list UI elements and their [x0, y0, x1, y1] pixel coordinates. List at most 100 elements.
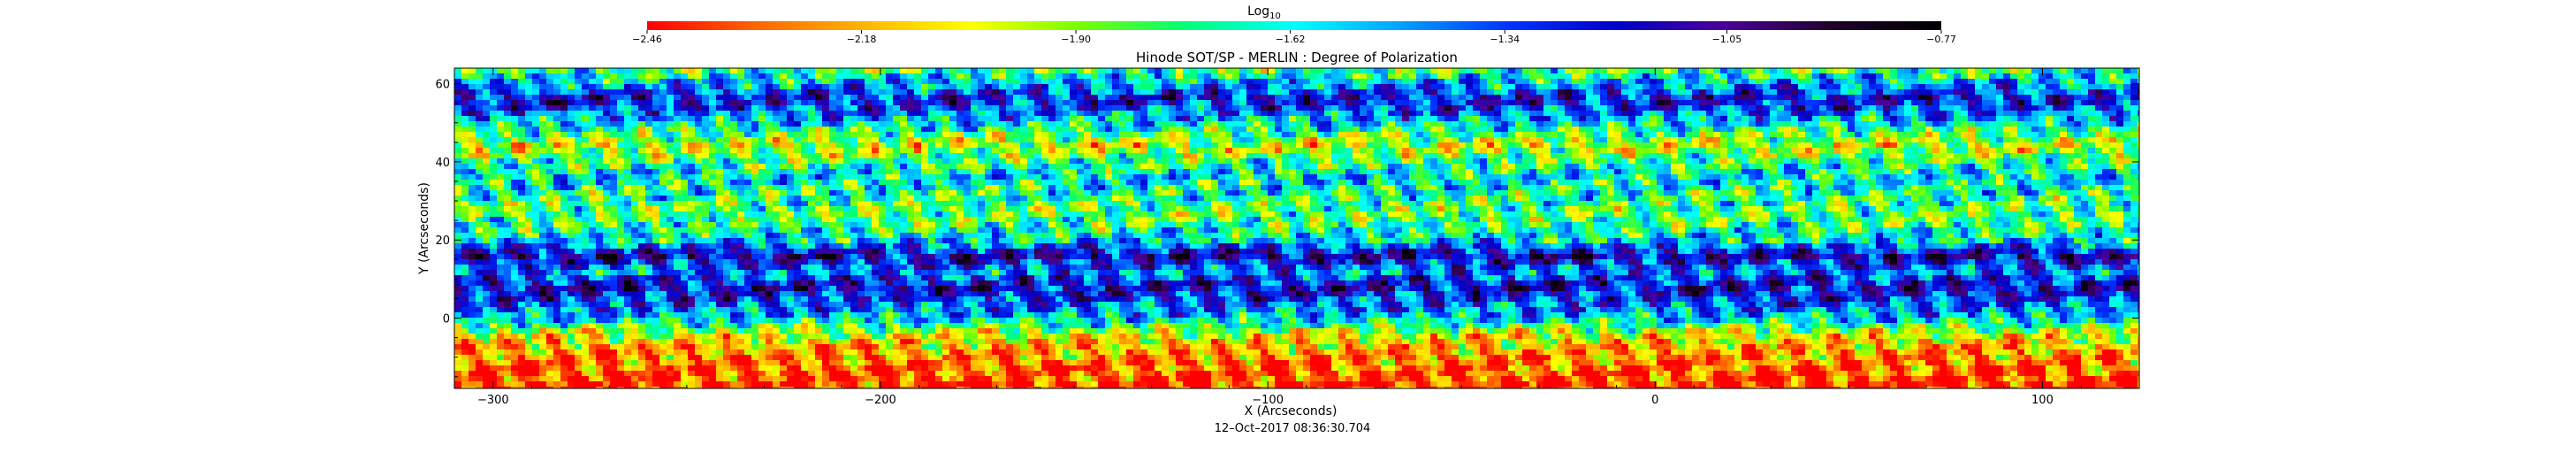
- heatmap-cell: [964, 95, 972, 101]
- heatmap-cell: [949, 142, 957, 149]
- heatmap-cell: [1883, 164, 1891, 170]
- heatmap-cell: [617, 148, 625, 154]
- heatmap-cell: [624, 127, 632, 133]
- heatmap-cell: [2017, 95, 2025, 101]
- heatmap-cell: [900, 84, 908, 90]
- heatmap-cell: [1176, 164, 1184, 170]
- heatmap-cell: [1254, 148, 1261, 154]
- heatmap-cell: [964, 174, 972, 180]
- heatmap-cell: [1642, 73, 1650, 80]
- heatmap-cell: [1374, 153, 1382, 159]
- heatmap-cell: [1664, 111, 1672, 117]
- heatmap-cell: [1041, 164, 1049, 170]
- heatmap-cell: [1805, 89, 1813, 96]
- heatmap-cell: [801, 127, 809, 133]
- heatmap-cell: [1890, 164, 1898, 170]
- heatmap-cell: [1763, 68, 1771, 74]
- heatmap-cell: [964, 116, 972, 122]
- heatmap-cell: [836, 73, 844, 80]
- heatmap-cell: [1741, 121, 1749, 127]
- heatmap-cell: [1657, 89, 1665, 96]
- heatmap-cell: [1685, 73, 1693, 80]
- heatmap-cell: [610, 100, 618, 106]
- heatmap-cell: [702, 153, 710, 159]
- heatmap-cell: [1494, 153, 1502, 159]
- heatmap-cell: [568, 105, 575, 111]
- heatmap-cell: [900, 111, 908, 117]
- heatmap-cell: [1367, 137, 1375, 143]
- heatmap-cell: [1551, 79, 1559, 85]
- heatmap-cell: [1536, 68, 1544, 74]
- heatmap-cell: [1466, 73, 1474, 80]
- heatmap-cell: [1671, 158, 1679, 165]
- heatmap-cell: [1784, 111, 1792, 117]
- heatmap-cell: [1063, 148, 1071, 154]
- heatmap-cell: [1091, 100, 1099, 106]
- heatmap-cell: [1275, 121, 1283, 127]
- heatmap-cell: [1551, 111, 1559, 117]
- heatmap-cell: [1056, 148, 1063, 154]
- heatmap-cell: [1169, 100, 1177, 106]
- heatmap-cell: [2123, 111, 2131, 117]
- heatmap-cell: [1211, 127, 1219, 133]
- heatmap-cell: [1232, 79, 1240, 85]
- heatmap-cell: [1119, 127, 1127, 133]
- heatmap-cell: [1565, 79, 1573, 85]
- heatmap-cell: [1084, 148, 1092, 154]
- heatmap-cell: [1169, 142, 1177, 149]
- heatmap-cell: [1975, 116, 1983, 122]
- heatmap-cell: [1565, 84, 1573, 90]
- heatmap-cell: [1841, 68, 1848, 74]
- heatmap-cell: [1494, 121, 1502, 127]
- heatmap-cell: [2081, 164, 2089, 170]
- heatmap-cell: [1961, 158, 1969, 165]
- heatmap-cell: [1848, 79, 1856, 85]
- heatmap-cell: [1642, 148, 1650, 154]
- heatmap-cell: [1770, 142, 1778, 149]
- heatmap-cell: [1190, 105, 1198, 111]
- heatmap-cell: [1784, 164, 1792, 170]
- heatmap-cell: [780, 137, 788, 143]
- heatmap-cell: [1826, 68, 1834, 74]
- heatmap-cell: [1642, 89, 1650, 96]
- heatmap-cell: [872, 84, 880, 90]
- heatmap-cell: [1487, 84, 1495, 90]
- heatmap-cell: [1741, 100, 1749, 106]
- heatmap-cell: [1848, 174, 1856, 180]
- heatmap-cell: [1211, 100, 1219, 106]
- heatmap-cell: [2046, 121, 2054, 127]
- heatmap-cell: [624, 142, 632, 149]
- heatmap-cell: [1989, 153, 1997, 159]
- heatmap-cell: [1331, 121, 1339, 127]
- heatmap-cell: [1522, 84, 1530, 90]
- heatmap-cell: [1147, 127, 1155, 133]
- heatmap-cell: [1204, 68, 1212, 74]
- heatmap-cell: [1706, 68, 1714, 74]
- heatmap-cell: [1254, 137, 1261, 143]
- heatmap-cell: [1501, 148, 1509, 154]
- heatmap-cell: [1657, 158, 1665, 165]
- heatmap-cell: [1204, 95, 1212, 101]
- heatmap-cell: [610, 105, 618, 111]
- heatmap-cell: [1218, 73, 1226, 80]
- heatmap-cell: [1020, 148, 1028, 154]
- heatmap-cell: [1303, 142, 1311, 149]
- heatmap-cell: [1310, 132, 1318, 138]
- heatmap-cell: [2138, 148, 2145, 154]
- heatmap-cell: [1367, 68, 1375, 74]
- heatmap-cell: [808, 100, 816, 106]
- heatmap-cell: [1940, 127, 1947, 133]
- heatmap-cell: [2031, 127, 2039, 133]
- heatmap-cell: [1862, 169, 1870, 175]
- heatmap-cell: [1056, 73, 1063, 80]
- heatmap-cell: [1685, 89, 1693, 96]
- heatmap-cell: [454, 169, 462, 175]
- heatmap-cell: [1487, 164, 1495, 170]
- heatmap-cell: [461, 89, 469, 96]
- heatmap-cell: [1713, 73, 1721, 80]
- heatmap-cell: [1720, 121, 1728, 127]
- heatmap-cell: [1841, 121, 1848, 127]
- heatmap-cell: [1254, 132, 1261, 138]
- heatmap-cell: [766, 127, 774, 133]
- heatmap-cell: [2053, 137, 2061, 143]
